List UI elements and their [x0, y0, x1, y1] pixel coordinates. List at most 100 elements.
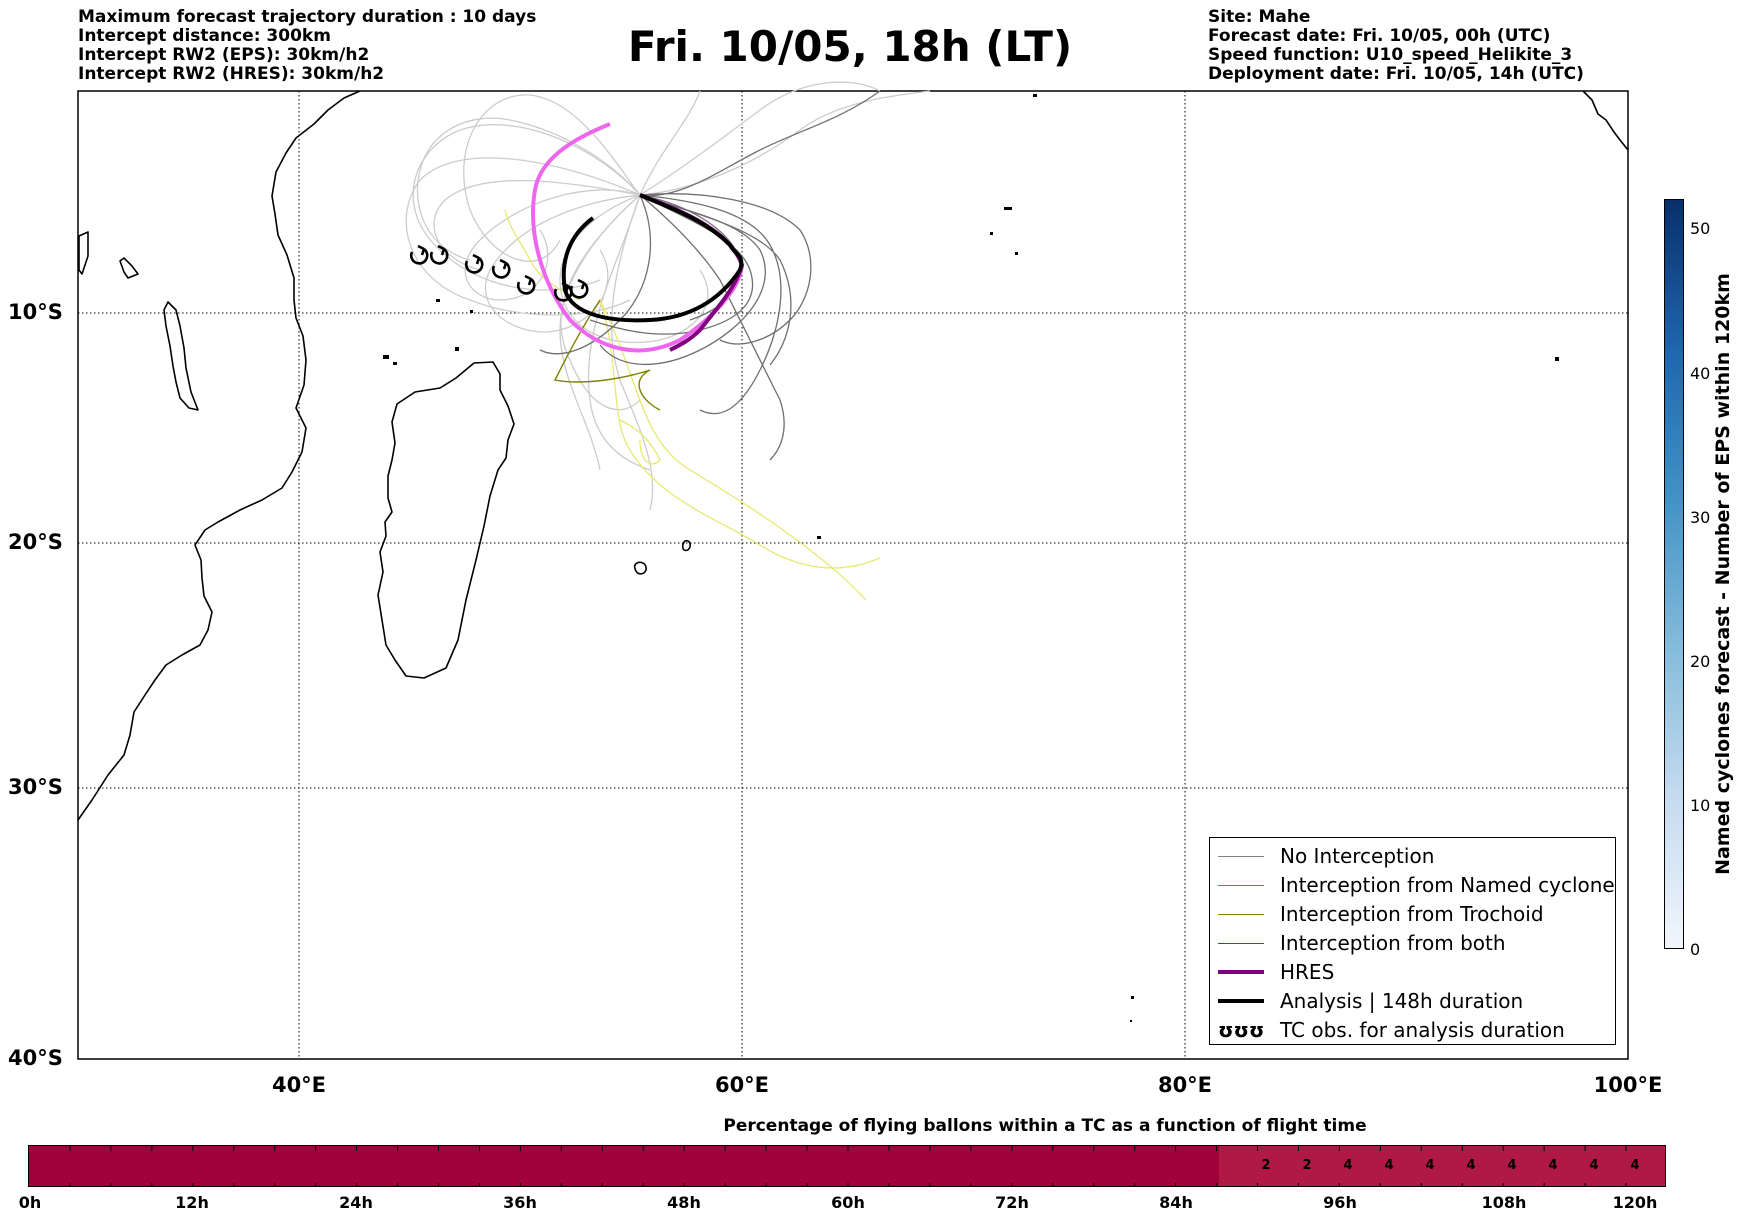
time-label: 12h — [175, 1193, 209, 1212]
lon-label-40e: 40°E — [271, 1073, 327, 1097]
ensemble-track — [639, 81, 881, 196]
time-label: 36h — [503, 1193, 537, 1212]
no-interception-tracks — [539, 90, 881, 461]
ensemble-track — [416, 117, 641, 261]
bar-tick-marks — [69, 1146, 1627, 1186]
param-rw2-hres: Intercept RW2 (HRES): 30km/h2 — [78, 64, 385, 84]
australia-coast — [1582, 90, 1629, 151]
lat-label-40s: 40°S — [8, 1046, 63, 1070]
forecast-info: Site: Mahe Forecast date: Fri. 10/05, 00… — [1208, 8, 1584, 84]
no-interception-track — [639, 193, 812, 345]
coastlines — [77, 90, 1629, 821]
legend-item-analysis: Analysis | 148h duration — [1218, 989, 1523, 1013]
legend-label: Interception from Trochoid — [1280, 902, 1544, 926]
ensemble-track — [639, 90, 701, 196]
legend-item-trochoid: Interception from Trochoid — [1218, 902, 1544, 926]
lat-label-20s: 20°S — [8, 530, 63, 554]
legend-item-both: Interception from both — [1218, 931, 1506, 955]
island-dot — [817, 536, 821, 539]
lon-label-100e: 100°E — [1593, 1073, 1663, 1097]
trajectory-parameters: Maximum forecast trajectory duration : 1… — [78, 8, 536, 84]
tc-obs-icon — [569, 278, 589, 299]
reunion-island — [633, 561, 647, 575]
ensemble-track — [611, 194, 654, 511]
percentage-cell: 4 — [1548, 1158, 1558, 1173]
percentage-bar: 2 2 4 4 4 4 4 4 4 4 — [28, 1145, 1666, 1187]
time-label: 24h — [339, 1193, 373, 1212]
legend-swatch — [1218, 855, 1264, 857]
lake-malawi-shore — [163, 301, 199, 411]
island-dot — [436, 299, 440, 302]
page-title: Fri. 10/05, 18h (LT) — [627, 22, 1073, 71]
colorbar-tick: 40 — [1690, 364, 1711, 383]
colorbar-label: Named cyclones forecast - Number of EPS … — [1712, 273, 1734, 875]
island-dot — [470, 310, 473, 313]
no-interception-track — [639, 194, 782, 415]
legend-label: HRES — [1280, 960, 1335, 984]
ensemble-track — [587, 194, 651, 471]
legend-label: Interception from both — [1280, 931, 1506, 955]
africa-coast — [77, 90, 361, 821]
legend-swatch — [1218, 884, 1264, 886]
legend-item-named-cyclone: Interception from Named cyclone — [1218, 873, 1615, 897]
time-label: 96h — [1323, 1193, 1357, 1212]
island-dot — [1130, 1020, 1132, 1022]
trochoid-track — [553, 299, 661, 411]
tc-obs-icon — [516, 274, 536, 295]
island-dot — [1131, 996, 1134, 999]
speed-function: Speed function: U10_speed_Helikite_3 — [1208, 45, 1573, 65]
colorbar-tick: 20 — [1690, 652, 1711, 671]
ensemble-track — [405, 157, 641, 316]
no-interception-track — [639, 90, 881, 197]
legend-label: Interception from Named cyclone — [1280, 873, 1615, 897]
legend-swatch — [1218, 942, 1264, 944]
time-label: 84h — [1159, 1193, 1193, 1212]
colorbar-tick: 50 — [1690, 219, 1711, 238]
percentage-bar-ticks — [69, 1146, 1665, 1186]
colorbar-eps — [1664, 199, 1684, 949]
yellow-track — [599, 299, 881, 569]
param-rw2-eps: Intercept RW2 (EPS): 30km/h2 — [78, 45, 370, 65]
ensemble-track — [560, 194, 641, 411]
site-name: Site: Mahe — [1208, 7, 1311, 27]
bottom-bar-title: Percentage of flying ballons within a TC… — [723, 1116, 1367, 1136]
legend-swatch — [1218, 913, 1264, 915]
island-dot — [455, 347, 459, 351]
lat-label-10s: 10°S — [8, 300, 63, 324]
tc-obs-icon — [429, 244, 449, 265]
colorbar-tick: 10 — [1690, 796, 1711, 815]
island-dot — [393, 362, 397, 365]
small-islands — [383, 94, 1559, 1022]
map-legend: No Interception Interception from Named … — [1209, 837, 1616, 1045]
lon-label-60e: 60°E — [714, 1073, 770, 1097]
yellow-track — [619, 419, 661, 465]
time-label: 72h — [995, 1193, 1029, 1212]
legend-item-tc-obs: ʊʊʊ TC obs. for analysis duration — [1218, 1018, 1565, 1042]
tc-symbol-icon: ʊʊʊ — [1218, 1018, 1265, 1042]
mauritius-island — [681, 539, 691, 552]
percentage-cell: 4 — [1466, 1158, 1476, 1173]
lat-label-30s: 30°S — [8, 775, 63, 799]
percentage-cell: 4 — [1343, 1158, 1353, 1173]
legend-item-hres: HRES — [1218, 960, 1334, 984]
legend-swatch — [1218, 970, 1264, 974]
percentage-cell: 4 — [1425, 1158, 1435, 1173]
graticule — [78, 91, 1628, 1059]
percentage-cell: 2 — [1261, 1158, 1271, 1173]
percentage-cell: 4 — [1630, 1158, 1640, 1173]
lake-tanganyika-shore — [119, 257, 139, 279]
legend-label: Analysis | 148h duration — [1280, 989, 1524, 1013]
island-dot — [990, 232, 993, 235]
legend-swatch — [1218, 999, 1264, 1003]
percentage-cell: 4 — [1589, 1158, 1599, 1173]
tc-obs-icon — [464, 253, 484, 274]
time-label: 0h — [18, 1193, 42, 1212]
island-dot — [383, 355, 389, 359]
time-label: 108h — [1481, 1193, 1527, 1212]
time-label: 120h — [1612, 1193, 1658, 1212]
ensemble-track — [412, 124, 641, 291]
legend-label: No Interception — [1280, 844, 1435, 868]
lake-victoria-shore — [78, 231, 89, 275]
ensemble-track — [463, 94, 641, 262]
deployment-date: Deployment date: Fri. 10/05, 14h (UTC) — [1208, 64, 1584, 84]
